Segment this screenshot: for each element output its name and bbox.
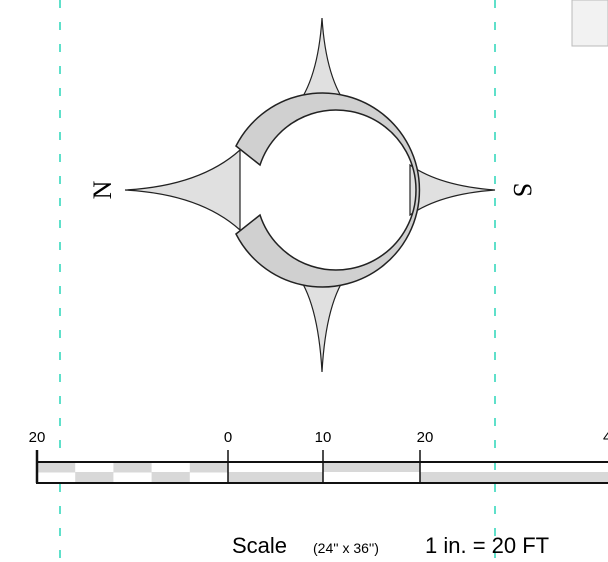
scale-tick-label: 4 [603, 429, 608, 446]
scale-size: (24'' x 36'') [313, 540, 379, 556]
scale-cell [323, 462, 420, 472]
compass-ring [235, 92, 421, 288]
scale-cell [75, 472, 114, 483]
scale-tick-label: 0 [224, 429, 232, 446]
scale-cell [189, 462, 228, 473]
scale-title: Scale [232, 533, 287, 558]
scale-tick-label: 20 [417, 429, 434, 446]
scale-tick-label: 10 [315, 429, 332, 446]
compass-points [124, 17, 496, 373]
scale-bar [35, 450, 608, 484]
texture-patch [571, 0, 608, 47]
scale-cell [113, 462, 152, 473]
scale-cell [37, 462, 76, 473]
south-label: S [508, 183, 537, 197]
scale-cell [151, 472, 190, 483]
point-right [409, 163, 496, 217]
scale-cell [420, 472, 608, 483]
scale-cell [228, 472, 323, 483]
scale-tick-label: 20 [29, 429, 46, 446]
north-label: N [88, 180, 117, 199]
scale-ratio: 1 in. = 20 FT [425, 533, 549, 558]
point-left [124, 148, 241, 232]
